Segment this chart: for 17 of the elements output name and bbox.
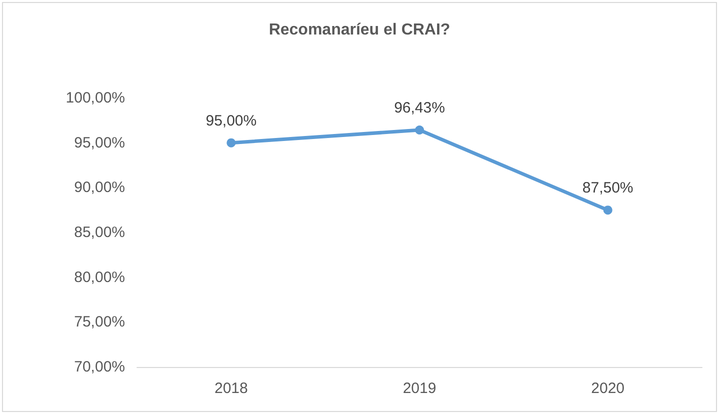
point bbox=[415, 126, 424, 135]
y-tick-label: 80,00% bbox=[74, 268, 125, 286]
point bbox=[226, 138, 236, 148]
y-tick-label: 100,00% bbox=[66, 90, 125, 106]
chart-title: Recomanaríeu el CRAI? bbox=[268, 22, 450, 38]
x-tick-label: 2020 bbox=[591, 380, 625, 397]
y-tick-label: 75,00% bbox=[74, 314, 125, 331]
data-label: 95,00% bbox=[206, 112, 257, 130]
y-tick-label: 70,00% bbox=[74, 358, 125, 376]
data-label: 96,43% bbox=[394, 100, 445, 117]
y-tick-label: 95,00% bbox=[74, 134, 125, 152]
y-tick-label: 85,00% bbox=[74, 224, 125, 241]
x-tick-label: 2019 bbox=[402, 380, 436, 397]
x-tick-label: 2018 bbox=[214, 380, 248, 397]
point bbox=[603, 206, 612, 215]
y-tick-label: 90,00% bbox=[74, 179, 125, 196]
data-label: 87,50% bbox=[582, 180, 634, 197]
